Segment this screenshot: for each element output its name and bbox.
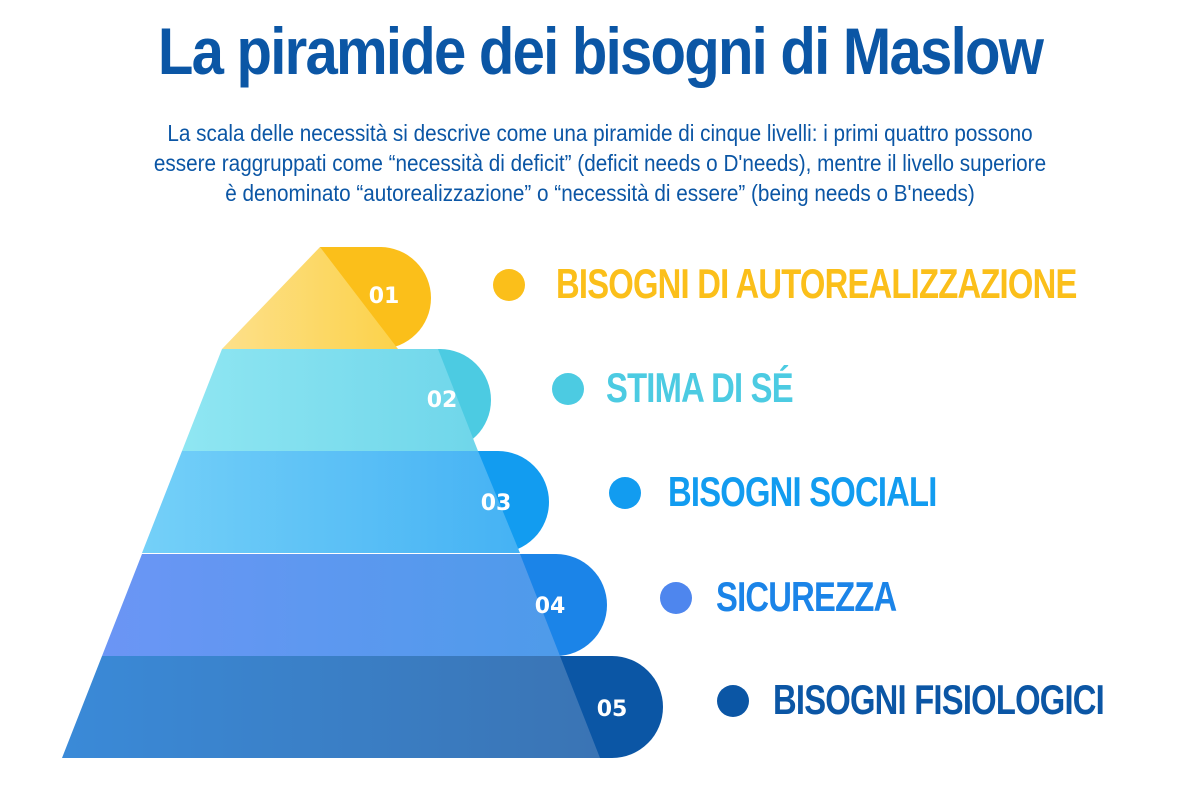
level-label-03: BISOGNI SOCIALI: [668, 468, 937, 515]
level-label-05: BISOGNI FISIOLOGICI: [773, 676, 1105, 723]
bullet-icon: [552, 373, 584, 405]
tier-number-02: 02: [427, 388, 458, 413]
tier-number-05: 05: [597, 697, 628, 722]
bullet-icon: [660, 582, 692, 614]
tier-03: 03: [142, 451, 549, 553]
tier-number-01: 01: [369, 284, 400, 309]
bullet-icon: [493, 269, 525, 301]
tier-05: 05: [62, 656, 663, 758]
level-label-04: SICUREZZA: [716, 573, 897, 620]
tier-number-04: 04: [535, 594, 566, 619]
level-label-02: STIMA DI SÉ: [606, 364, 794, 411]
subtitle-line: La scala delle necessità si descrive com…: [167, 120, 1033, 146]
tier-01: 01: [222, 247, 431, 349]
subtitle: La scala delle necessità si descrive com…: [78, 118, 1122, 208]
bullet-icon: [717, 685, 749, 717]
subtitle-line: è denominato “autorealizzazione” o “nece…: [225, 180, 975, 206]
page-title: La piramide dei bisogni di Maslow: [157, 14, 1044, 88]
bullet-icon: [609, 477, 641, 509]
level-label-01: BISOGNI DI AUTOREALIZZAZIONE: [556, 260, 1077, 307]
tier-04: 04: [102, 554, 607, 656]
tier-number-03: 03: [481, 491, 512, 516]
subtitle-line: essere raggruppati come “necessità di de…: [153, 150, 1047, 176]
tier-02: 02: [182, 349, 491, 451]
